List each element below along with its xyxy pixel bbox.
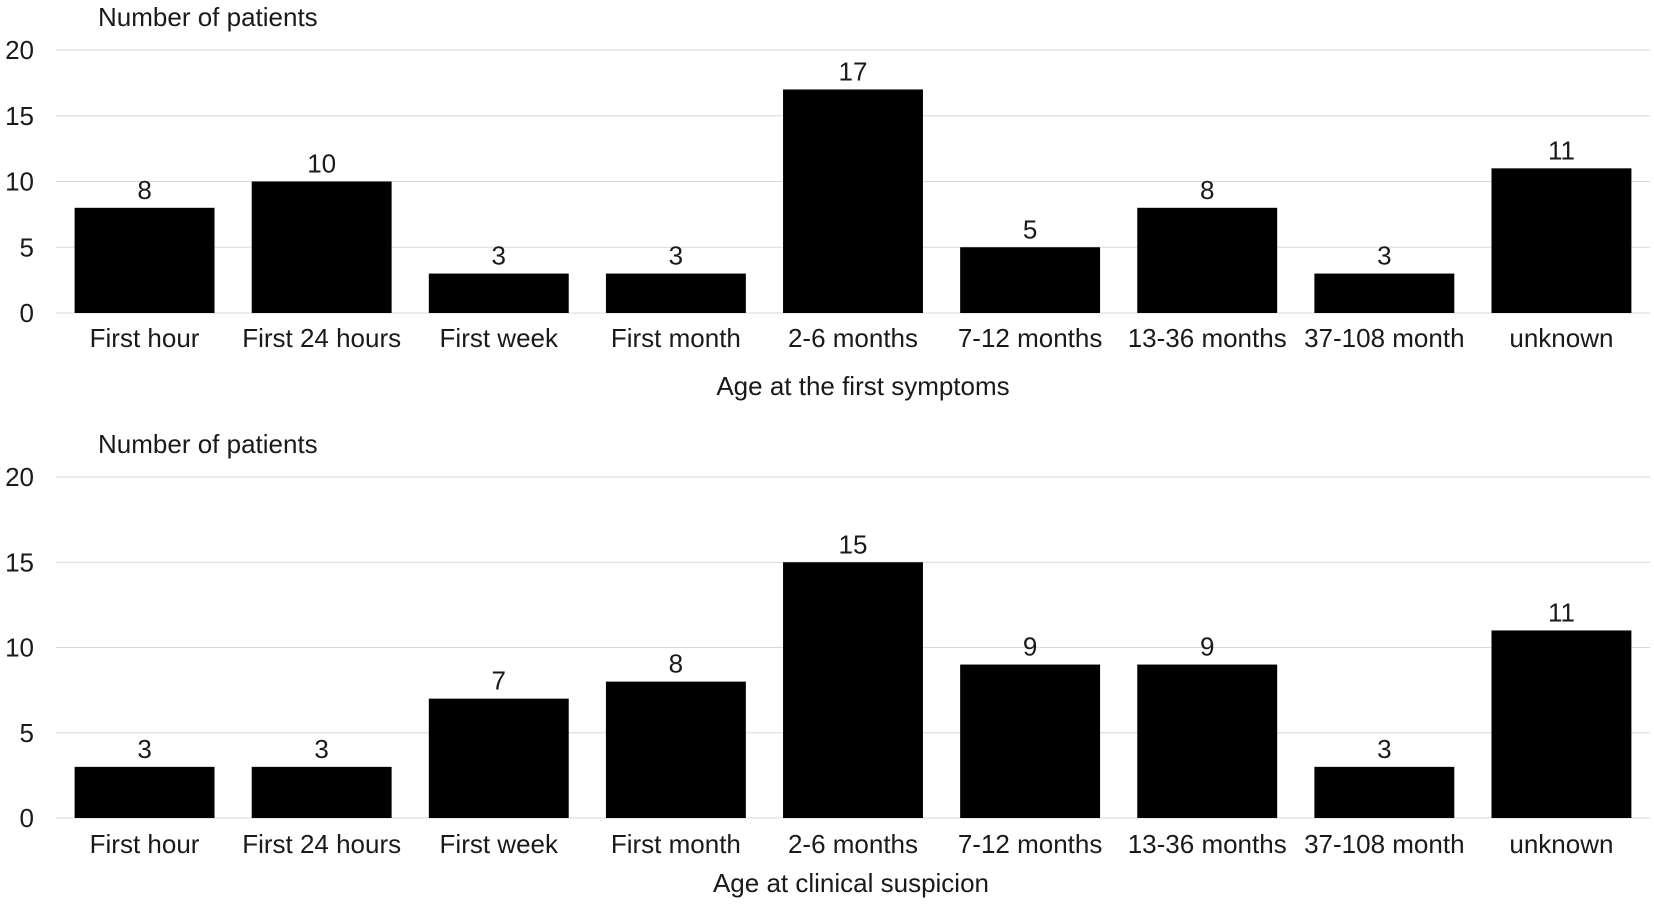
x-tick-label: 37-108 month bbox=[1304, 829, 1464, 859]
x-tick-label: First 24 hours bbox=[242, 829, 401, 859]
x-tick-label: First week bbox=[440, 323, 559, 353]
data-label: 11 bbox=[1548, 135, 1575, 165]
data-label: 10 bbox=[307, 149, 336, 179]
data-label: 17 bbox=[839, 56, 868, 86]
bar-37-108-month bbox=[1314, 766, 1455, 818]
bar-2-6-months bbox=[783, 562, 923, 818]
bar-first-week bbox=[428, 698, 569, 818]
bars: 3 First hour 3 First 24 hours 7 First week 8 Fi… bbox=[74, 529, 1632, 859]
data-label: 7 bbox=[492, 666, 506, 696]
y-tick-label: 10 bbox=[5, 167, 34, 197]
data-label: 9 bbox=[1023, 632, 1037, 662]
bar-37-108-month bbox=[1314, 273, 1455, 313]
y-axis-title: Number of patients bbox=[98, 429, 318, 459]
x-tick-label: First 24 hours bbox=[242, 323, 401, 353]
x-tick-label: First hour bbox=[90, 829, 200, 859]
x-tick-label: unknown bbox=[1509, 829, 1613, 859]
y-axis-title: Number of patients bbox=[98, 2, 318, 32]
x-tick-label: 7-12 months bbox=[958, 323, 1103, 353]
bar-first-month bbox=[605, 681, 746, 818]
data-label: 9 bbox=[1200, 632, 1214, 662]
x-tick-label: 7-12 months bbox=[958, 829, 1103, 859]
data-label: 8 bbox=[137, 175, 151, 205]
y-tick-label: 15 bbox=[5, 101, 34, 131]
x-axis-title: Age at the first symptoms bbox=[716, 371, 1009, 401]
x-tick-label: First week bbox=[440, 829, 559, 859]
y-tick-label: 0 bbox=[20, 803, 34, 833]
bar-unknown bbox=[1491, 630, 1632, 818]
data-label: 3 bbox=[137, 734, 151, 764]
data-label: 3 bbox=[669, 241, 683, 271]
bar-unknown bbox=[1491, 168, 1632, 313]
x-tick-label: 13-36 months bbox=[1128, 829, 1287, 859]
x-axis-title: Age at clinical suspicion bbox=[713, 868, 989, 898]
bar-first-month bbox=[605, 273, 746, 313]
bar-7-12-months bbox=[960, 247, 1101, 313]
x-tick-label: First month bbox=[611, 323, 741, 353]
y-tick-label: 0 bbox=[20, 298, 34, 328]
y-tick-label: 5 bbox=[20, 232, 34, 262]
x-tick-label: First month bbox=[611, 829, 741, 859]
bar-2-6-months bbox=[783, 89, 923, 313]
data-label: 5 bbox=[1023, 214, 1037, 244]
chart-first-symptoms: Number of patients Age at the first symp… bbox=[5, 2, 1650, 401]
x-tick-label: 13-36 months bbox=[1128, 323, 1287, 353]
bar-first-week bbox=[428, 273, 569, 313]
x-tick-label: First hour bbox=[90, 323, 200, 353]
data-label: 8 bbox=[1200, 175, 1214, 205]
data-label: 11 bbox=[1548, 597, 1575, 627]
y-tick-label: 5 bbox=[20, 718, 34, 748]
x-tick-label: 37-108 month bbox=[1304, 323, 1464, 353]
bar-first-24-hours bbox=[251, 766, 392, 818]
data-label: 3 bbox=[1377, 734, 1391, 764]
x-tick-label: 2-6 months bbox=[788, 323, 918, 353]
data-label: 15 bbox=[839, 529, 868, 559]
x-tick-label: unknown bbox=[1509, 323, 1613, 353]
bar-first-hour bbox=[74, 766, 215, 818]
data-label: 3 bbox=[1377, 241, 1391, 271]
bar-7-12-months bbox=[960, 664, 1101, 818]
bar-first-24-hours bbox=[251, 181, 392, 313]
bar-first-hour bbox=[74, 207, 215, 313]
bar-13-36-months bbox=[1137, 664, 1278, 818]
y-tick-label: 20 bbox=[5, 35, 34, 65]
y-tick-label: 20 bbox=[5, 462, 34, 492]
y-tick-label: 15 bbox=[5, 547, 34, 577]
x-tick-label: 2-6 months bbox=[788, 829, 918, 859]
data-label: 3 bbox=[492, 241, 506, 271]
bars: 8 First hour 10 First 24 hours 3 First week 3 F… bbox=[74, 56, 1632, 353]
data-label: 3 bbox=[314, 734, 328, 764]
y-tick-label: 10 bbox=[5, 633, 34, 663]
bar-13-36-months bbox=[1137, 207, 1278, 313]
chart-clinical-suspicion: Number of patients Age at clinical suspi… bbox=[5, 429, 1650, 898]
data-label: 8 bbox=[669, 649, 683, 679]
